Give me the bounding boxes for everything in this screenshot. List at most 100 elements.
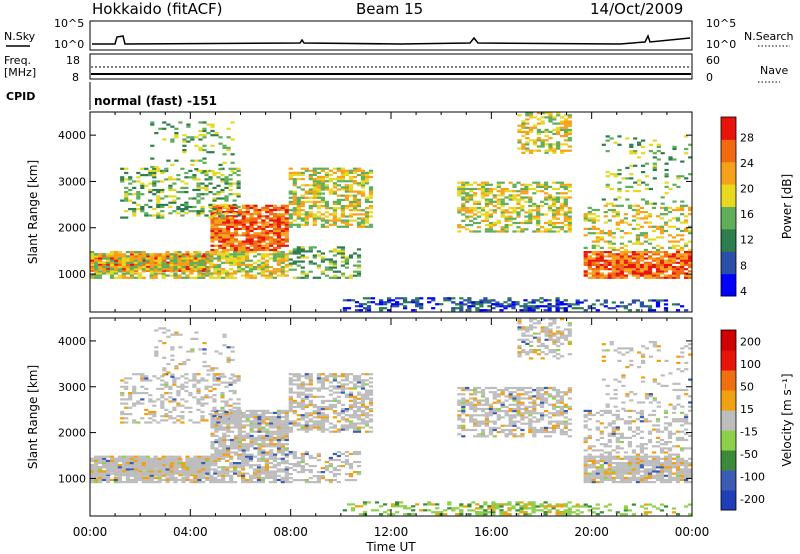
echo-cell: [165, 472, 170, 475]
echo-cell: [288, 405, 293, 409]
echo-cell: [222, 146, 227, 149]
echo-cell: [174, 134, 179, 137]
echo-cell: [508, 211, 513, 214]
echo-cell: [124, 413, 129, 416]
echo-cell: [591, 208, 596, 212]
echo-cell: [140, 205, 145, 209]
echo-cell: [619, 251, 624, 254]
echo-cell: [583, 263, 588, 266]
echo-cell: [536, 118, 541, 121]
echo-cell: [136, 193, 141, 196]
echo-cell: [189, 253, 194, 256]
echo-cell: [615, 261, 620, 264]
echo-cell: [149, 462, 154, 465]
echo-cell: [201, 472, 206, 475]
echo-cell: [152, 214, 157, 217]
echo-cell: [607, 268, 612, 271]
echo-cell: [152, 174, 157, 177]
echo-cell: [461, 207, 466, 210]
echo-cell: [603, 263, 608, 266]
echo-cell: [172, 381, 177, 384]
echo-cell: [225, 261, 230, 264]
echo-cell: [248, 474, 254, 477]
echo-cell: [312, 223, 317, 226]
echo-cell: [536, 185, 541, 188]
echo-cell: [663, 255, 669, 258]
echo-cell: [615, 221, 620, 224]
echo-cell: [176, 191, 181, 194]
echo-cell: [528, 183, 533, 186]
echo-cell: [284, 213, 289, 216]
echo-cell: [547, 209, 553, 212]
echo-cell: [253, 208, 258, 212]
echo-cell: [269, 232, 274, 235]
echo-cell: [276, 420, 282, 423]
echo-cell: [465, 194, 470, 197]
echo-cell: [132, 186, 137, 189]
echo-cell: [332, 178, 337, 181]
echo-cell: [623, 257, 628, 260]
echo-cell: [320, 180, 325, 183]
echo-cell: [671, 253, 677, 256]
echo-cell: [248, 276, 254, 279]
echo-cell: [547, 207, 553, 210]
echo-cell: [152, 171, 157, 175]
echo-cell: [181, 478, 186, 482]
echo-cell: [688, 261, 693, 264]
echo-cell: [212, 197, 217, 200]
echo-cell: [109, 270, 115, 273]
echo-cell: [523, 299, 528, 302]
echo-cell: [525, 141, 530, 144]
echo-cell: [222, 447, 227, 450]
echo-cell: [117, 459, 122, 462]
echo-cell: [547, 307, 552, 310]
echo-cell: [688, 156, 693, 159]
echo-cell: [340, 167, 345, 170]
echo-cell: [230, 232, 235, 235]
echo-cell: [185, 472, 190, 475]
echo-cell: [252, 276, 258, 279]
echo-cell: [320, 387, 325, 390]
echo-cell: [142, 472, 147, 475]
echo-cell: [197, 272, 202, 275]
echo-cell: [300, 405, 305, 409]
echo-cell: [261, 206, 266, 209]
echo-cell: [515, 303, 520, 306]
echo-cell: [269, 451, 274, 454]
echo-cell: [141, 457, 146, 460]
echo-cell: [540, 226, 545, 229]
echo-cell: [603, 204, 608, 207]
echo-cell: [483, 299, 488, 302]
echo-cell: [551, 202, 557, 205]
echo-cell: [336, 178, 341, 181]
echo-cell: [659, 217, 665, 220]
echo-cell: [260, 466, 265, 469]
echo-cell: [362, 303, 368, 306]
echo-cell: [136, 197, 141, 200]
echo-cell: [336, 207, 341, 210]
colorbar-tick-label: 12: [740, 234, 754, 247]
echo-cell: [186, 136, 191, 139]
echo-cell: [276, 206, 282, 209]
echo-cell: [218, 221, 223, 224]
echo-cell: [228, 167, 233, 170]
echo-cell: [675, 248, 681, 252]
echo-cell: [237, 470, 242, 473]
colorbar-frame: [720, 116, 737, 297]
echo-cell: [237, 449, 242, 452]
echo-cell: [344, 205, 349, 208]
echo-cell: [276, 232, 282, 235]
echo-cell: [659, 232, 665, 235]
echo-cell: [186, 267, 191, 270]
echo-cell: [304, 405, 309, 409]
echo-cell: [186, 125, 191, 128]
echo-cell: [611, 266, 616, 269]
echo-cell: [133, 481, 138, 484]
echo-cell: [257, 246, 262, 249]
echo-cell: [256, 466, 262, 469]
echo-cell: [184, 377, 189, 380]
echo-cell: [226, 242, 231, 245]
echo-cell: [631, 253, 636, 256]
echo-cell: [253, 219, 258, 222]
echo-cell: [680, 246, 685, 249]
